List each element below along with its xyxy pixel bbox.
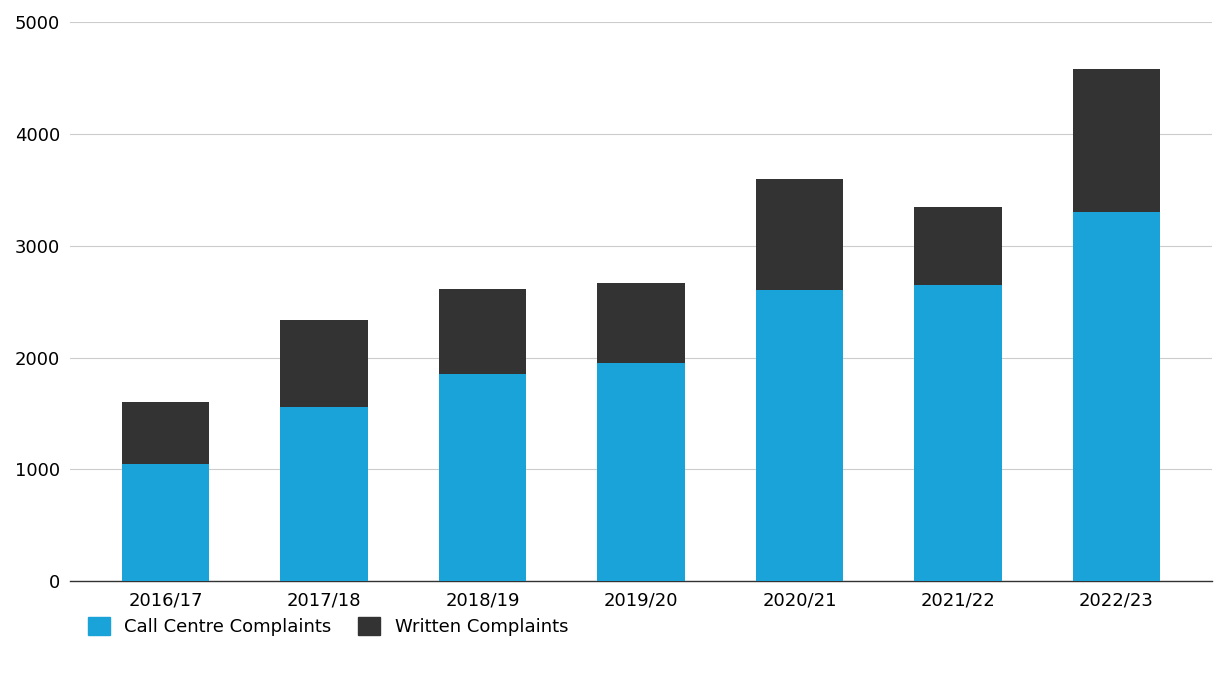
Bar <box>281 319 368 407</box>
Bar <box>1072 69 1160 212</box>
Bar <box>281 407 368 581</box>
Bar <box>121 464 209 581</box>
Bar <box>598 363 685 581</box>
Bar <box>598 283 685 363</box>
Bar <box>756 290 843 581</box>
Bar <box>1072 212 1160 581</box>
Bar <box>914 285 1001 581</box>
Bar <box>121 402 209 464</box>
Bar <box>439 375 526 581</box>
Bar <box>914 207 1001 285</box>
Bar <box>439 290 526 375</box>
Bar <box>756 178 843 290</box>
Legend: Call Centre Complaints, Written Complaints: Call Centre Complaints, Written Complain… <box>79 607 577 645</box>
